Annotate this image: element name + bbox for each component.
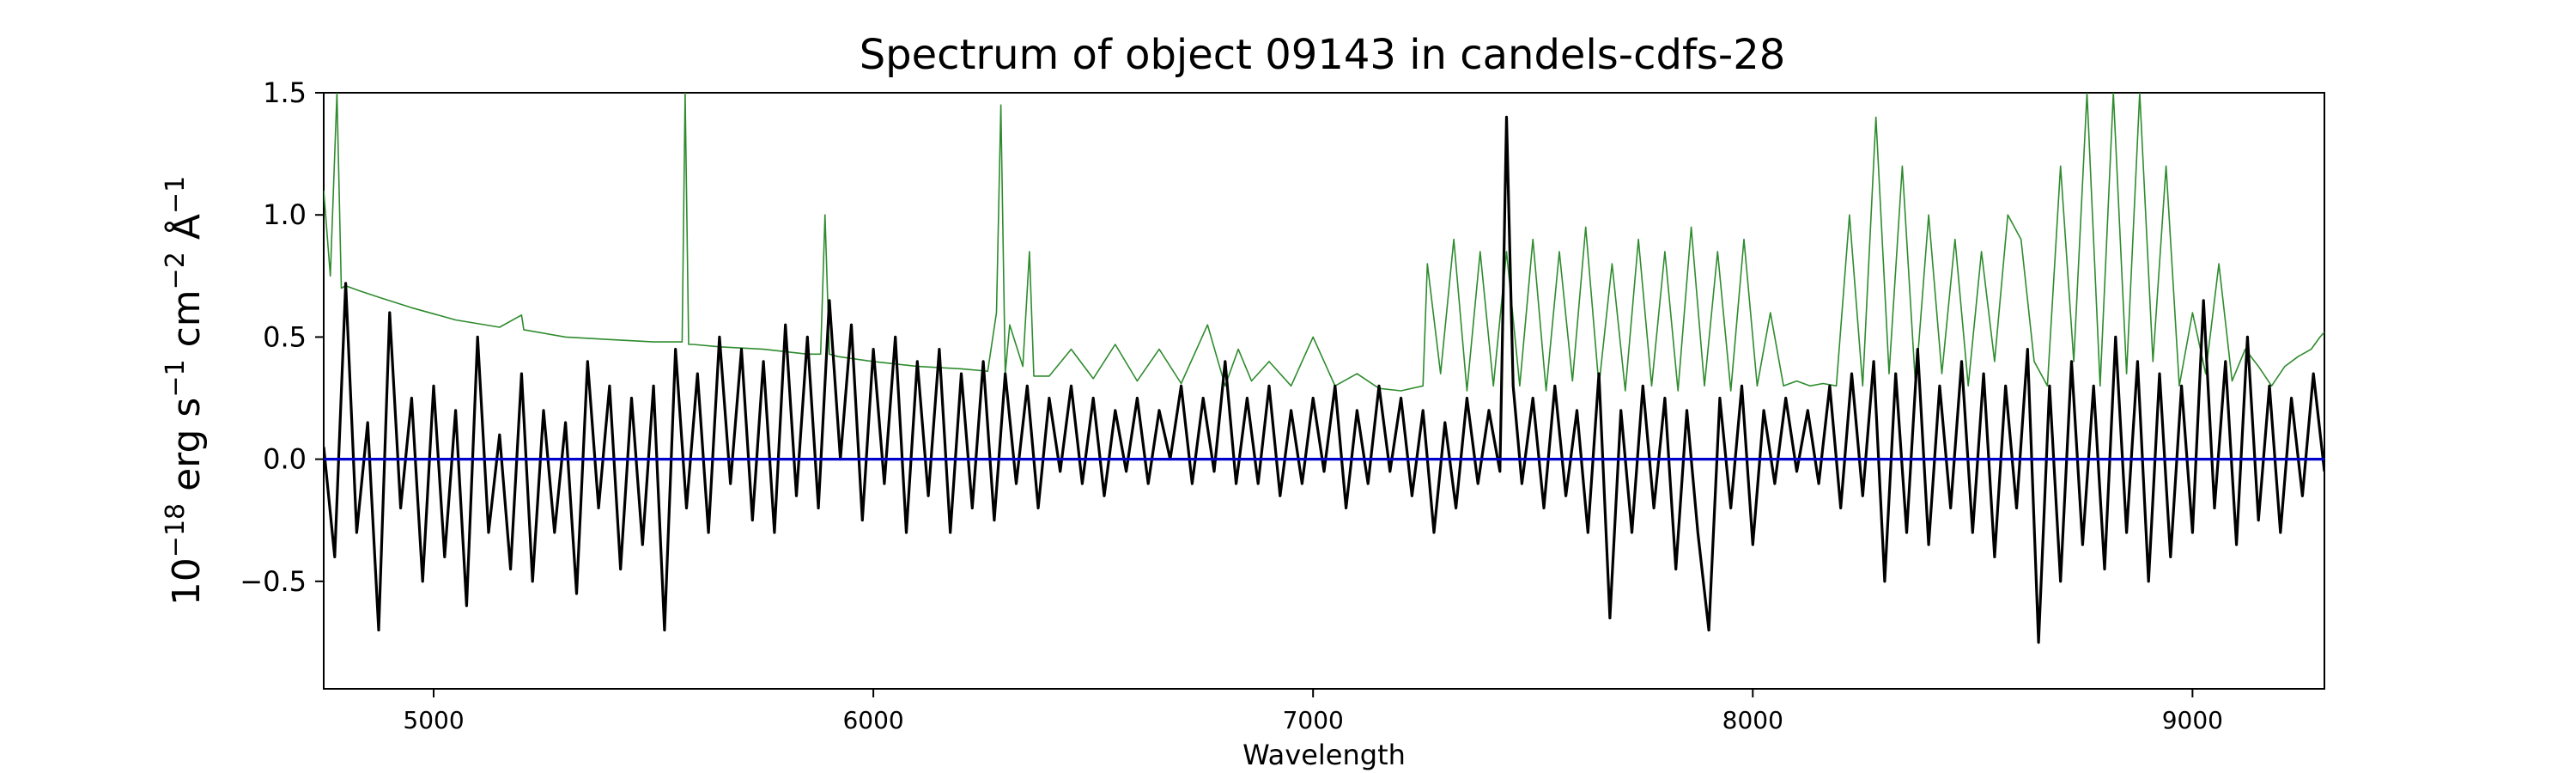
y-axis-label-unit1: erg s xyxy=(165,398,209,503)
chart-title: Spectrum of object 09143 in candels-cdfs… xyxy=(860,31,1786,79)
y-axis-label: 10−18 erg s−1 cm−2 Å−1 xyxy=(161,176,209,606)
series-line-error xyxy=(324,93,2324,392)
y-axis: −0.5 0.0 0.5 1.0 1.5 xyxy=(240,76,324,598)
plot-area xyxy=(324,93,2324,644)
y-axis-label-exp2: −2 xyxy=(161,252,191,289)
x-tick-label: 9000 xyxy=(2162,706,2223,734)
y-tick-label: −0.5 xyxy=(240,565,307,598)
x-tick-label: 5000 xyxy=(403,706,464,734)
y-tick-label: 1.5 xyxy=(263,76,307,109)
y-axis-label-exp1: −1 xyxy=(161,359,191,397)
y-axis-label-unit2: cm xyxy=(165,289,209,359)
y-axis-label-exp3: −1 xyxy=(161,176,191,214)
y-axis-label-exp: −18 xyxy=(161,503,191,557)
plot-frame xyxy=(323,92,2325,690)
y-tick-label: 0.0 xyxy=(263,443,307,476)
x-tick-label: 6000 xyxy=(842,706,903,734)
y-axis-label-unit3: Å xyxy=(163,214,209,252)
y-tick-label: 1.0 xyxy=(263,198,307,231)
x-tick-label: 8000 xyxy=(1722,706,1783,734)
x-axis: 5000 6000 7000 8000 9000 xyxy=(403,689,2223,734)
y-axis-label-base: 10 xyxy=(165,557,209,606)
x-tick-label: 7000 xyxy=(1283,706,1344,734)
series-line-flux xyxy=(324,115,2324,644)
x-axis-label: Wavelength xyxy=(1242,739,1406,771)
y-tick-label: 0.5 xyxy=(263,320,307,353)
